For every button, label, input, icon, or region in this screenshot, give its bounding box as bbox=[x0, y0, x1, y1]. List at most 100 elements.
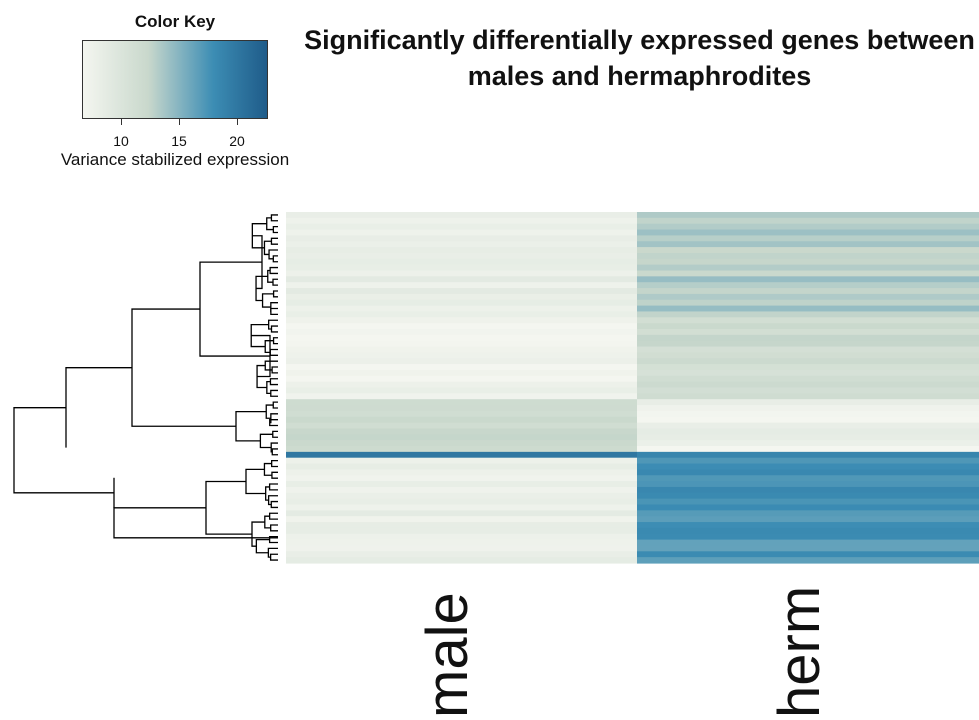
dendrogram-branch bbox=[261, 293, 274, 308]
dendrogram-branch bbox=[265, 486, 270, 501]
dendrogram-branch bbox=[269, 266, 278, 275]
heatmap-cell-herm bbox=[637, 288, 979, 295]
dendrogram-branch bbox=[272, 278, 278, 286]
heatmap-cell-herm bbox=[637, 399, 979, 406]
heatmap-cell-male bbox=[286, 352, 637, 359]
dendrogram-branch bbox=[270, 389, 278, 397]
heatmap-cell-herm bbox=[637, 451, 979, 459]
heatmap-cell-herm bbox=[637, 457, 979, 465]
heatmap-cell-male bbox=[286, 492, 637, 500]
heatmap-cell-male bbox=[286, 405, 637, 412]
heatmap-cell-herm bbox=[637, 305, 979, 313]
heatmap-cell-herm bbox=[637, 545, 979, 552]
heatmap-cell-herm bbox=[637, 504, 979, 511]
heatmap-cell-male bbox=[286, 469, 637, 476]
dendrogram-branch bbox=[268, 536, 278, 544]
dendrogram-branch bbox=[272, 290, 278, 298]
heatmap-cell-male bbox=[286, 241, 637, 248]
heatmap-cell-male bbox=[286, 451, 637, 459]
heatmap-cell-herm bbox=[637, 223, 979, 231]
heatmap-cell-herm bbox=[637, 446, 979, 453]
heatmap-cell-herm bbox=[637, 217, 979, 225]
dendrogram-branch bbox=[271, 459, 278, 468]
heatmap-cell-herm bbox=[637, 434, 979, 441]
heatmap-cell-herm bbox=[637, 498, 979, 506]
heatmap-cell-herm bbox=[637, 422, 979, 430]
heatmap-cell-male bbox=[286, 522, 637, 529]
heatmap-cell-male bbox=[286, 369, 637, 377]
heatmap-cell-male bbox=[286, 446, 637, 453]
dendrogram-branch bbox=[270, 214, 278, 222]
heatmap-cell-herm bbox=[637, 486, 979, 494]
dendrogram-branch bbox=[259, 433, 273, 449]
heatmap-cell-male bbox=[286, 235, 637, 242]
heatmap-cell-herm bbox=[637, 440, 979, 447]
dendrogram-branch bbox=[267, 495, 278, 506]
dendrogram-branch bbox=[271, 448, 278, 456]
heatmap-cell-male bbox=[286, 340, 637, 348]
heatmap-cell-herm bbox=[637, 329, 979, 336]
heatmap-cell-herm bbox=[637, 492, 979, 500]
heatmap-cell-male bbox=[286, 217, 637, 225]
dendrogram-branch bbox=[267, 547, 278, 558]
heatmap-cell-male bbox=[286, 212, 637, 219]
dendrogram-branch bbox=[235, 410, 267, 442]
heatmap-cell-male bbox=[286, 557, 637, 564]
heatmap-cell-herm bbox=[637, 323, 979, 330]
heatmap-cell-herm bbox=[637, 334, 979, 342]
dendrogram-branch bbox=[272, 225, 278, 234]
heatmap-cell-male bbox=[286, 305, 637, 313]
dendrogram-branch bbox=[255, 538, 270, 554]
heatmap-cell-male bbox=[286, 481, 637, 488]
heatmap-cell-male bbox=[286, 258, 637, 266]
dendrogram-branch bbox=[205, 480, 252, 535]
heatmap-cell-herm bbox=[637, 428, 979, 435]
heatmap-cell-male bbox=[286, 311, 637, 318]
heatmap-cell-male bbox=[286, 504, 637, 511]
dendrogram-branch bbox=[270, 307, 278, 316]
heatmap-cell-male bbox=[286, 545, 637, 552]
heatmap-cell-herm bbox=[637, 299, 979, 307]
heatmap-cell-male bbox=[286, 516, 637, 523]
heatmap-cell-herm bbox=[637, 393, 979, 400]
heatmap-cell-herm bbox=[637, 352, 979, 359]
heatmap-cell-male bbox=[286, 229, 637, 236]
heatmap-cell-male bbox=[286, 463, 637, 470]
heatmap-cell-herm bbox=[637, 317, 979, 324]
dendrogram-branch bbox=[263, 240, 272, 256]
heatmap-cell-herm bbox=[637, 241, 979, 248]
heatmap-cell-herm bbox=[637, 387, 979, 394]
heatmap-cell-male bbox=[286, 299, 637, 307]
heatmap-cell-male bbox=[286, 282, 637, 289]
heatmap-cell-male bbox=[286, 399, 637, 406]
heatmap-cell-herm bbox=[637, 475, 979, 482]
heatmap-cell-male bbox=[286, 422, 637, 430]
heatmap-cell-herm bbox=[637, 276, 979, 283]
dendrogram-branch bbox=[267, 269, 273, 283]
heatmap-cell-male bbox=[286, 416, 637, 424]
dendrogram-branch bbox=[271, 366, 278, 374]
heatmap-cell-herm bbox=[637, 282, 979, 289]
dendrogram-branch bbox=[269, 553, 278, 561]
heatmap-cell-herm bbox=[637, 369, 979, 377]
dendrogram-branch bbox=[268, 512, 278, 520]
heatmap-cell-male bbox=[286, 551, 637, 558]
heatmap-cell-herm bbox=[637, 212, 979, 219]
heatmap-cell-male bbox=[286, 410, 637, 418]
heatmap-cell-herm bbox=[637, 264, 979, 272]
column-label-male: male bbox=[415, 592, 480, 718]
heatmap-cell-herm bbox=[637, 258, 979, 266]
heatmap-cell-herm bbox=[637, 551, 979, 558]
heatmap-cell-herm bbox=[637, 527, 979, 535]
row-dendrogram bbox=[13, 214, 278, 561]
heatmap-cell-male bbox=[286, 510, 637, 517]
dendrogram-branch bbox=[131, 308, 236, 427]
heatmap-cell-herm bbox=[637, 516, 979, 523]
heatmap-cell-male bbox=[286, 288, 637, 295]
dendrogram-branch bbox=[270, 325, 278, 333]
heatmap-cell-herm bbox=[637, 293, 979, 301]
heatmap-cell-male bbox=[286, 527, 637, 535]
heatmap-cell-herm bbox=[637, 410, 979, 418]
heatmap-cell-herm bbox=[637, 252, 979, 260]
